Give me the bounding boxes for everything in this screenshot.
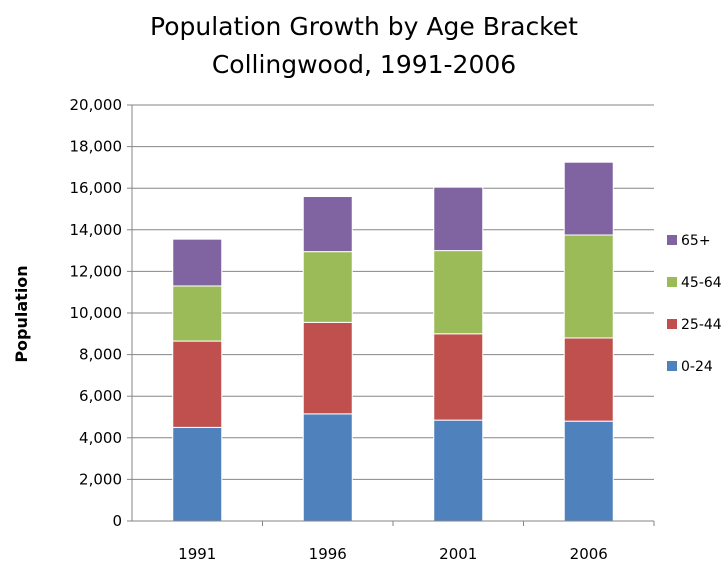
bar-segment-65+-2001 (433, 186, 484, 252)
bars (172, 161, 614, 522)
bar-segment-0-24-1996 (302, 413, 353, 522)
x-tick-labels: 1991 1996 2001 2006 (178, 521, 655, 563)
bar-segment-65+-1991 (172, 238, 223, 287)
y-tick-label: 6,000 (79, 387, 122, 405)
bar-segment-25-44-2006 (563, 337, 614, 422)
bar-segment-45-64-2001 (433, 250, 484, 335)
bar-segment-0-24-1991 (172, 426, 223, 522)
y-tick-label: 16,000 (70, 179, 123, 197)
x-tick-label: 1996 (309, 545, 347, 563)
bar-segment-45-64-1996 (302, 251, 353, 323)
y-tick-label: 20,000 (70, 96, 123, 114)
bar-segment-65+-1996 (302, 196, 353, 253)
y-tick-label: 18,000 (70, 138, 123, 156)
chart-title-line-2: Collingwood, 1991-2006 (212, 50, 516, 79)
bar-segment-45-64-2006 (563, 234, 614, 339)
chart-title-line-1: Population Growth by Age Bracket (150, 12, 578, 41)
bar-segment-0-24-2001 (433, 419, 484, 522)
bar-segment-65+-2006 (563, 161, 614, 236)
bar-segment-25-44-2001 (433, 333, 484, 421)
bar-segment-0-24-2006 (563, 420, 614, 522)
bar-segment-45-64-1991 (172, 285, 223, 342)
x-tick-label: 1991 (178, 545, 216, 563)
y-tick-label: 10,000 (70, 304, 123, 322)
legend-label-45-64: 45-64 (681, 275, 722, 291)
legend-swatch-45-64 (667, 277, 677, 287)
y-tick-label: 0 (112, 512, 122, 530)
bar-segment-25-44-1996 (302, 321, 353, 415)
bar-segment-25-44-1991 (172, 340, 223, 428)
legend-swatch-0-24 (667, 361, 677, 371)
legend-label-65+: 65+ (681, 233, 711, 249)
y-tick-label: 14,000 (70, 221, 123, 239)
legend-swatch-25-44 (667, 319, 677, 329)
legend: 0-24 25-44 45-64 65+ (667, 233, 722, 375)
legend-label-25-44: 25-44 (681, 317, 722, 333)
y-tick-labels: 0 2,000 4,000 6,000 8,000 10,000 12,000 14,000 1… (70, 96, 123, 530)
y-tick-label: 4,000 (79, 429, 122, 447)
x-tick-label: 2001 (439, 545, 477, 563)
y-axis-label: Population (12, 265, 31, 362)
legend-label-0-24: 0-24 (681, 359, 713, 375)
legend-swatch-65+ (667, 235, 677, 245)
y-tick-label: 2,000 (79, 470, 122, 488)
y-tick-label: 12,000 (70, 262, 123, 280)
x-tick-label: 2006 (570, 545, 608, 563)
y-tick-label: 8,000 (79, 346, 122, 364)
